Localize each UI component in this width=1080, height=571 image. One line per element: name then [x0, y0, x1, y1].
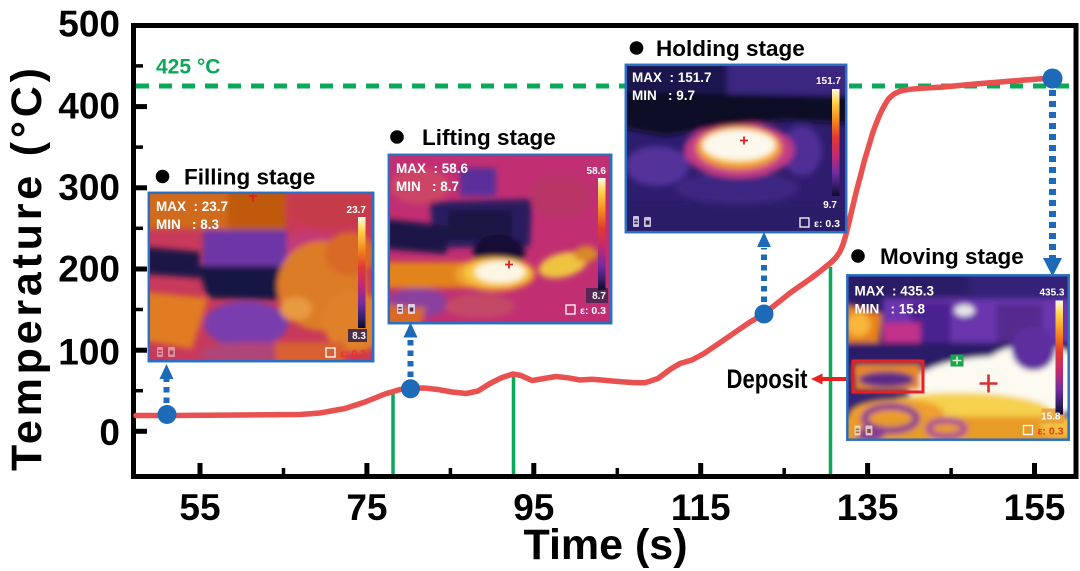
svg-text:95: 95: [513, 487, 554, 528]
svg-text:15.8: 15.8: [1041, 412, 1061, 423]
svg-text:MIN : 8.3: MIN : 8.3: [156, 217, 220, 232]
svg-text:0: 0: [99, 412, 120, 453]
svg-text:23.7: 23.7: [347, 205, 367, 216]
svg-text:300: 300: [58, 167, 120, 208]
svg-text:ε: 0.3: ε: 0.3: [1038, 426, 1064, 438]
svg-text:MAX : 23.7: MAX : 23.7: [156, 199, 228, 214]
svg-text:Lifting stage: Lifting stage: [422, 125, 556, 150]
svg-text:75: 75: [346, 487, 387, 528]
svg-text:Filling stage: Filling stage: [184, 165, 315, 190]
svg-text:ε: 0.3: ε: 0.3: [340, 348, 366, 360]
svg-text:Deposit: Deposit: [727, 364, 808, 394]
svg-text:ε: 0.3: ε: 0.3: [814, 218, 840, 230]
svg-text:500: 500: [58, 3, 120, 44]
svg-text:MAX : 58.6: MAX : 58.6: [396, 161, 469, 176]
svg-text:135: 135: [837, 487, 899, 528]
svg-text:55: 55: [179, 487, 220, 528]
svg-text:9.7: 9.7: [823, 200, 837, 211]
svg-text:MIN : 15.8: MIN : 15.8: [855, 302, 926, 317]
svg-text:8.3: 8.3: [352, 331, 366, 342]
svg-text:115: 115: [671, 487, 731, 528]
svg-text:Holding stage: Holding stage: [656, 36, 805, 61]
svg-text:8.7: 8.7: [592, 291, 606, 302]
svg-text:400: 400: [58, 86, 120, 127]
svg-text:ε: 0.3: ε: 0.3: [580, 305, 606, 317]
svg-text:MIN : 8.7: MIN : 8.7: [396, 179, 459, 194]
svg-text:100: 100: [58, 332, 120, 373]
svg-text:MIN : 9.7: MIN : 9.7: [632, 88, 695, 103]
svg-text:155: 155: [1004, 487, 1066, 528]
svg-text:425 °C: 425 °C: [156, 56, 220, 79]
svg-text:Time (s): Time (s): [523, 521, 687, 569]
svg-text:435.3: 435.3: [1039, 288, 1064, 299]
svg-text:Temperature (°C): Temperature (°C): [3, 68, 51, 471]
svg-text:Moving stage: Moving stage: [880, 244, 1024, 269]
svg-text:58.6: 58.6: [587, 166, 607, 177]
svg-text:200: 200: [58, 249, 120, 290]
svg-text:151.7: 151.7: [816, 76, 841, 87]
svg-text:MAX : 151.7: MAX : 151.7: [632, 70, 712, 85]
svg-text:MAX : 435.3: MAX : 435.3: [855, 284, 935, 299]
